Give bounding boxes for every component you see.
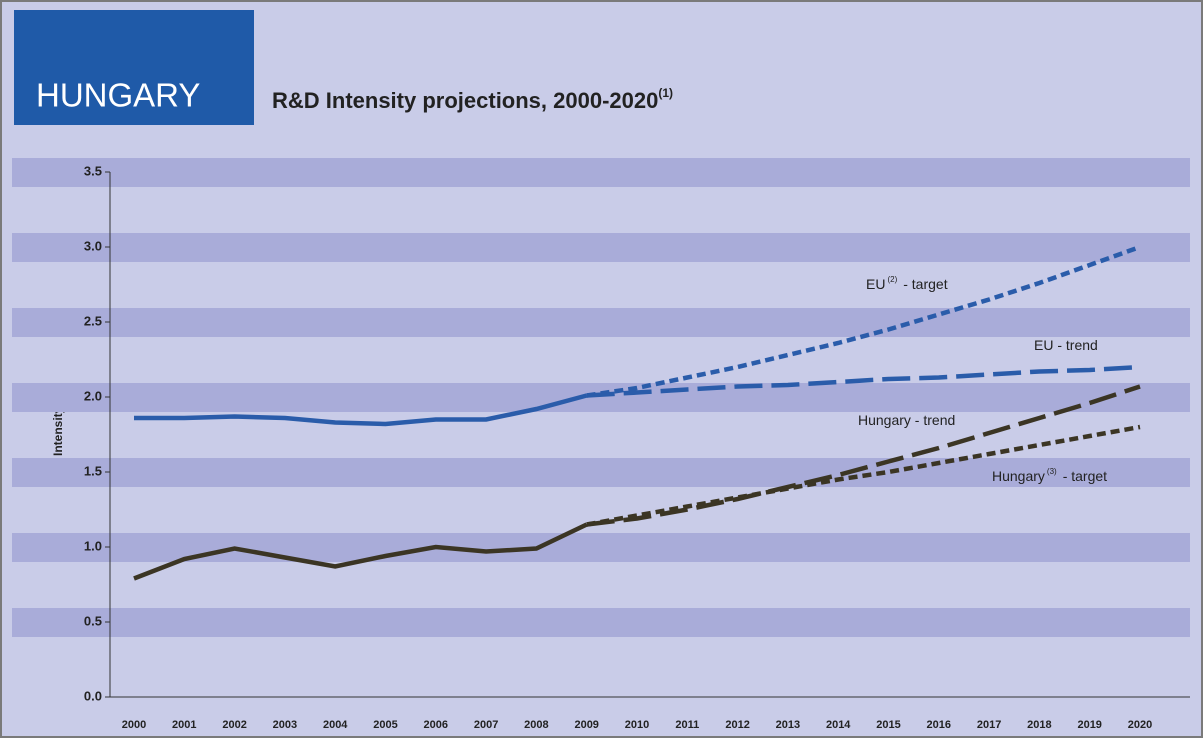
- series-line: [586, 244, 1141, 398]
- annotation: EU - trend: [1034, 337, 1098, 353]
- x-tick-label: 2009: [574, 719, 598, 731]
- x-tick-label: 2000: [122, 719, 146, 731]
- y-tick-label: 2.0: [84, 388, 102, 403]
- x-tick-label: 2004: [323, 719, 348, 731]
- x-tick-label: 2014: [826, 719, 851, 731]
- x-tick-label: 2019: [1077, 719, 1101, 731]
- annotation-text: EU: [866, 276, 885, 292]
- grid-band: [12, 458, 1190, 487]
- annotation-note: (3): [1047, 467, 1057, 476]
- series-line: [133, 522, 588, 581]
- annotation-text: Hungary - trend: [858, 412, 955, 428]
- x-tick-label: 2012: [725, 719, 749, 731]
- y-tick-label: 3.0: [84, 238, 102, 253]
- x-tick-label: 2020: [1128, 719, 1152, 731]
- x-tick-label: 2003: [273, 719, 297, 731]
- x-tick-label: 2011: [675, 719, 699, 731]
- y-tick-label: 0.5: [84, 613, 102, 628]
- title-text: R&D Intensity projections, 2000-2020: [272, 88, 658, 113]
- x-tick-label: 2002: [222, 719, 246, 731]
- annotation-text: Hungary: [992, 468, 1045, 484]
- annotation-suffix: - target: [903, 276, 947, 292]
- y-tick-label: 0.0: [84, 688, 102, 703]
- x-tick-label: 2006: [424, 719, 448, 731]
- series-line: [586, 384, 1141, 527]
- annotation: Hungary (3) - target: [992, 467, 1107, 484]
- y-tick-label: 2.5: [84, 313, 102, 328]
- x-tick-label: 2010: [625, 719, 649, 731]
- grid-band: [12, 233, 1190, 262]
- grid-band: [12, 308, 1190, 337]
- x-tick-label: 2007: [474, 719, 498, 731]
- x-tick-label: 2015: [876, 719, 900, 731]
- grid-band: [12, 383, 1190, 412]
- series-line: [134, 393, 588, 427]
- title-note: (1): [658, 86, 673, 100]
- series-line: [586, 424, 1141, 527]
- header-box: [14, 10, 254, 125]
- plot: [133, 244, 1141, 581]
- x-tick-label: 2017: [977, 719, 1001, 731]
- x-tick-label: 2018: [1027, 719, 1051, 731]
- y-tick-label: 1.5: [84, 463, 102, 478]
- grid-band: [12, 608, 1190, 637]
- bands: [12, 158, 1190, 637]
- header: HUNGARY: [36, 77, 200, 114]
- chart-title: R&D Intensity projections, 2000-2020(1): [272, 86, 673, 113]
- y-tick-label: 3.5: [84, 163, 102, 178]
- x-tick-label: 2001: [172, 719, 196, 731]
- annotation-note: (2): [887, 275, 897, 284]
- annotation-suffix: - target: [1063, 468, 1107, 484]
- y-tick-label: 1.0: [84, 538, 102, 553]
- x-tick-label: 2008: [524, 719, 548, 731]
- annotation: EU (2) - target: [866, 275, 948, 292]
- x-tick-label: 2005: [373, 719, 397, 731]
- series-line: [586, 364, 1141, 398]
- annotation-text: EU - trend: [1034, 337, 1098, 353]
- grid-band: [12, 533, 1190, 562]
- x-tick-label: 2013: [776, 719, 800, 731]
- x-tick-label: 2016: [927, 719, 951, 731]
- annotation: Hungary - trend: [858, 412, 955, 428]
- grid-band: [12, 158, 1190, 187]
